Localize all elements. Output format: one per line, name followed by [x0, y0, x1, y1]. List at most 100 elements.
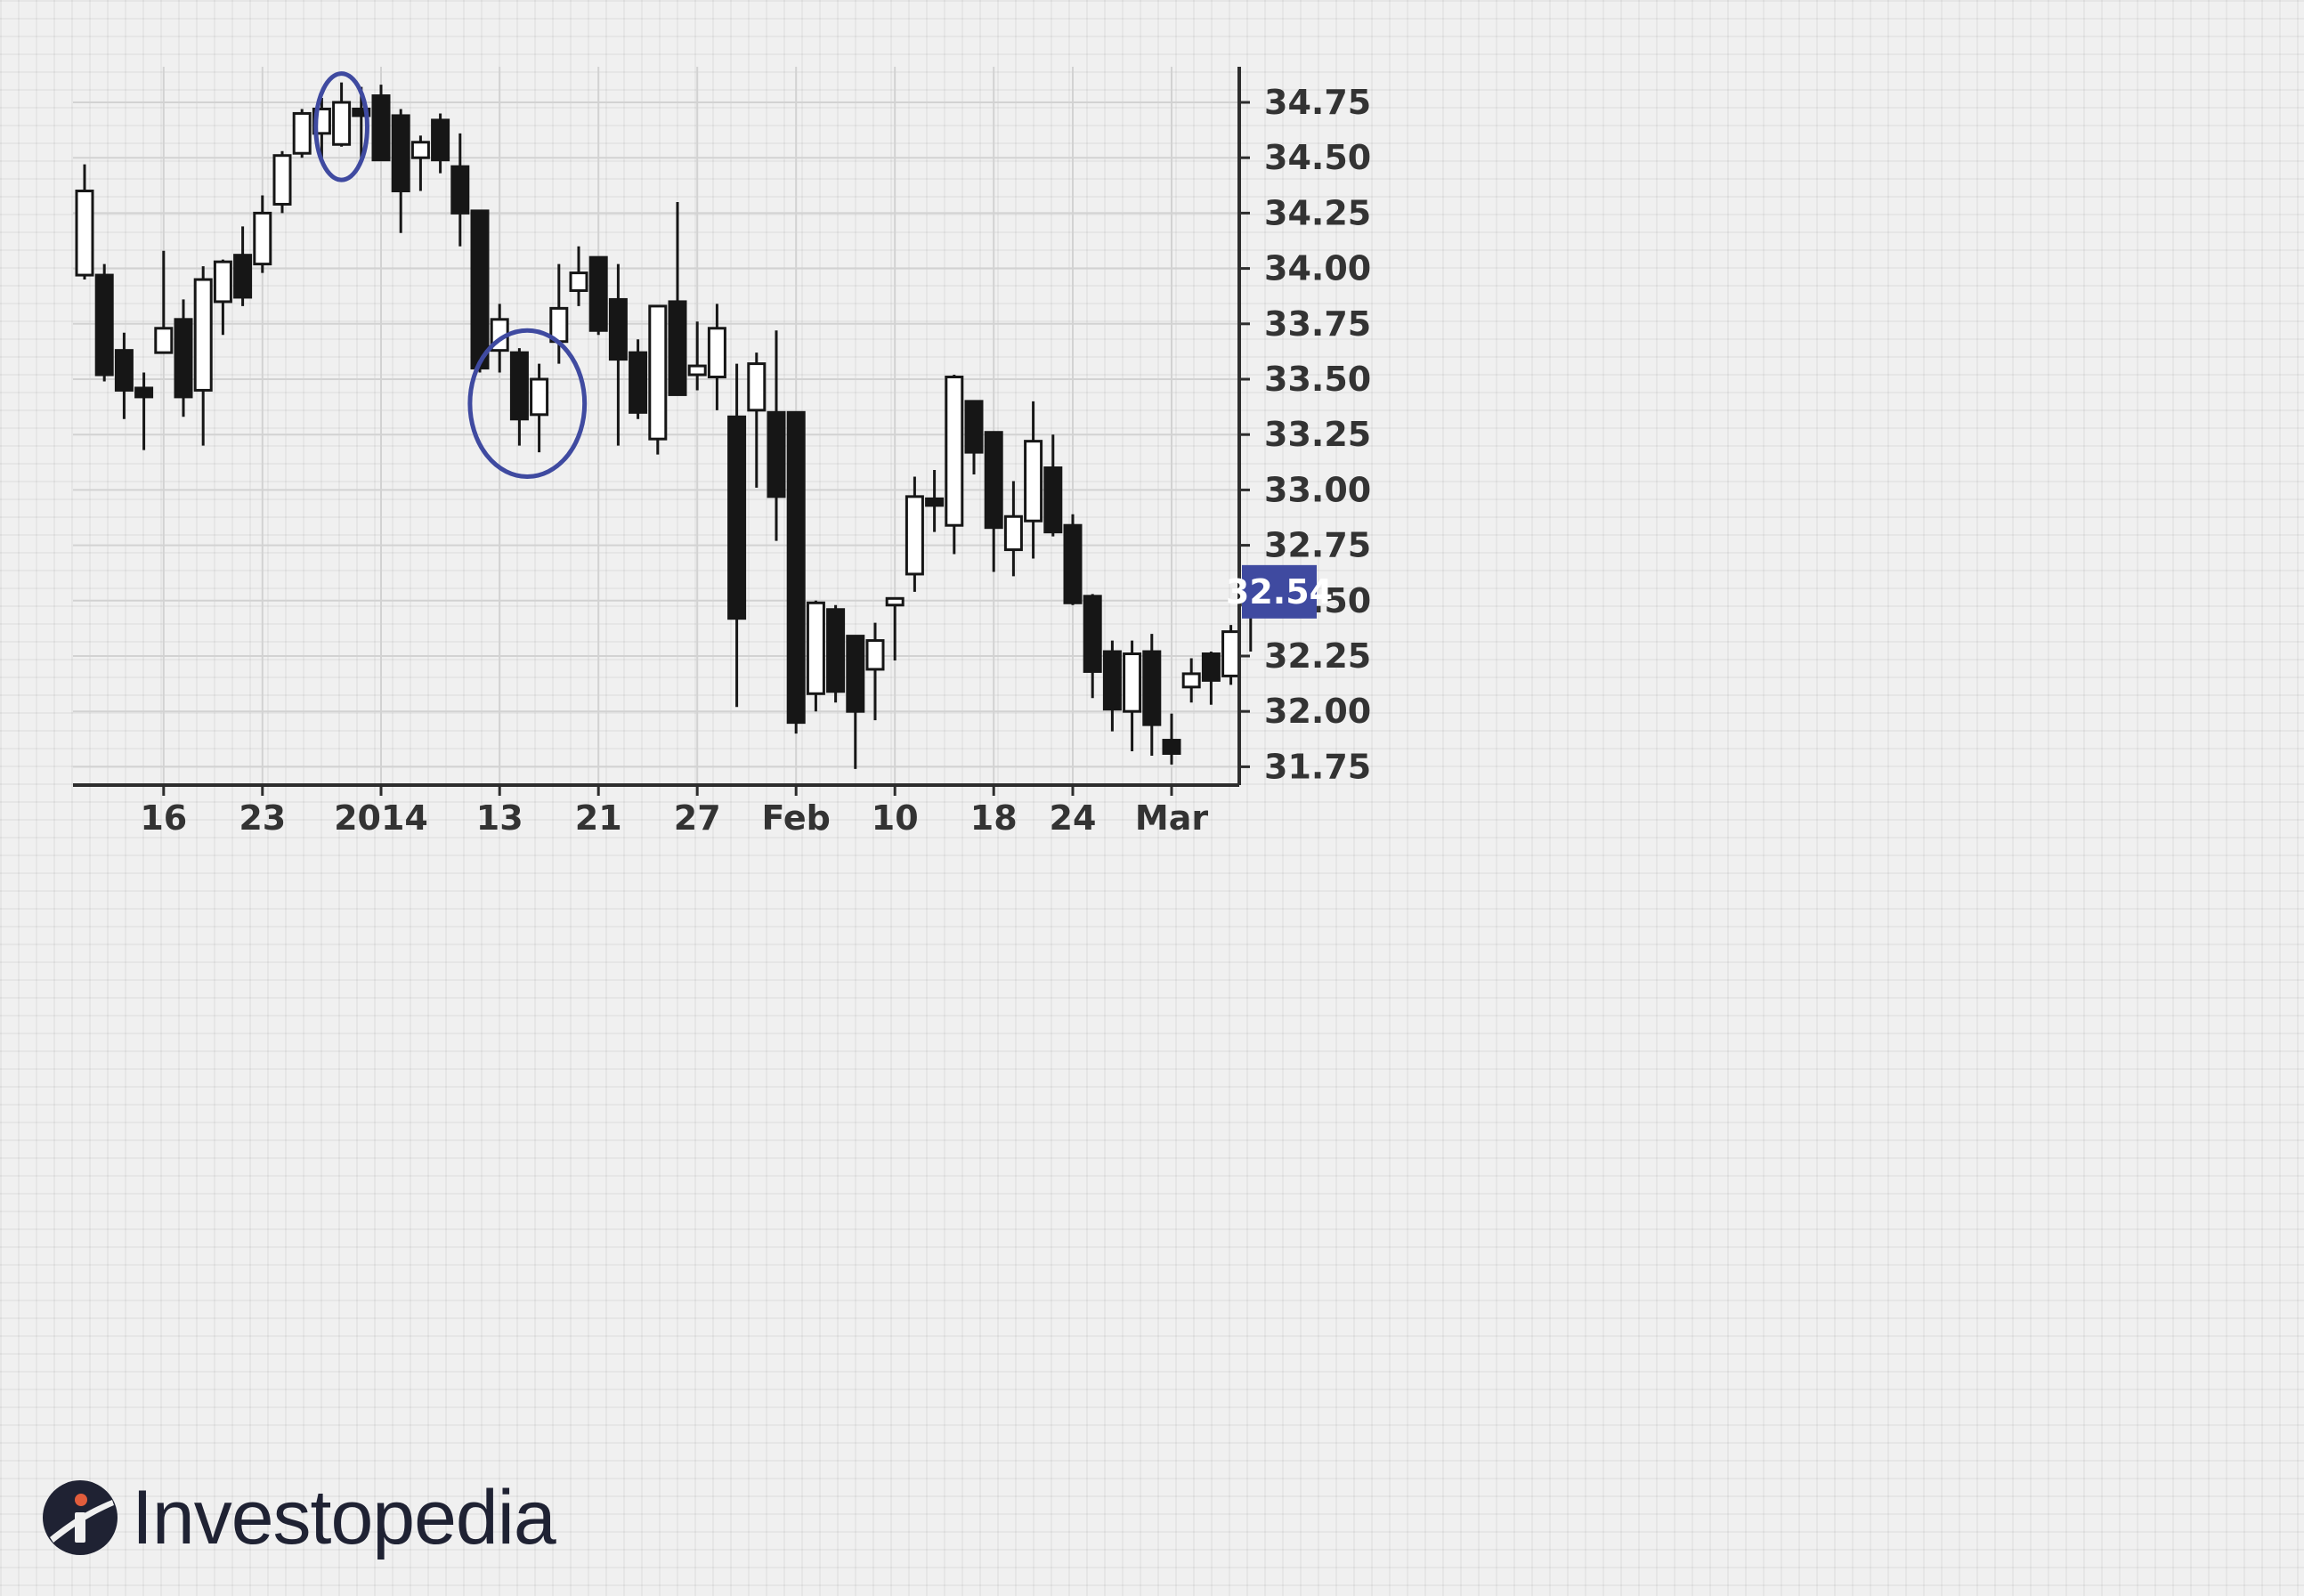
candle: [1024, 401, 1043, 559]
candle-body-bullish: [213, 260, 232, 304]
candle-body-bullish: [687, 364, 707, 377]
candle-body-bearish: [964, 400, 984, 454]
candle: [134, 372, 154, 450]
y-tick-label: 34.00: [1264, 249, 1371, 288]
candle: [1162, 713, 1181, 765]
candles: [75, 82, 1261, 769]
candle-body-bullish: [530, 377, 549, 417]
candle-body-bullish: [945, 376, 964, 527]
candle: [1003, 481, 1023, 577]
highlight-circle: [467, 328, 588, 479]
candle: [885, 596, 905, 660]
y-tick-label: 31.75: [1264, 747, 1371, 786]
candle: [806, 600, 825, 712]
x-tick-label: 23: [239, 798, 286, 838]
x-tick-label: 10: [872, 798, 919, 838]
candle: [530, 363, 549, 453]
candle: [332, 82, 352, 147]
candle-body-bullish: [253, 211, 272, 266]
candle: [608, 263, 628, 446]
candle-body-bearish: [1162, 739, 1181, 755]
candle: [94, 263, 114, 382]
candle-body-bearish: [786, 410, 806, 725]
candle-body-bullish: [292, 111, 312, 155]
highlight-circle: [313, 71, 369, 182]
candle-body-bullish: [885, 596, 905, 607]
candle-body-bullish: [648, 304, 668, 441]
candle-body-bearish: [826, 608, 846, 693]
y-tick-label: 33.00: [1264, 470, 1371, 509]
candle-body-bearish: [1142, 650, 1162, 726]
x-tick-label: 18: [970, 798, 1018, 838]
candle-body-bearish: [925, 497, 945, 507]
candle-body-bearish: [94, 273, 114, 377]
y-tick-label: 32.75: [1264, 526, 1371, 565]
x-tick-label: Mar: [1135, 798, 1208, 838]
candle: [1063, 514, 1083, 605]
candle-body-bearish: [174, 318, 193, 399]
candle-body-bearish: [1063, 523, 1083, 604]
candle-body-bullish: [1003, 514, 1023, 552]
candle: [272, 150, 292, 214]
candle-body-bullish: [1024, 440, 1043, 523]
candle: [687, 321, 707, 391]
candle: [747, 352, 767, 488]
candle-body-bearish: [767, 410, 786, 498]
candle-body-bearish: [1043, 466, 1063, 534]
candle: [945, 375, 964, 555]
candle: [292, 109, 312, 158]
brand-name: Investopedia: [132, 1474, 556, 1560]
candle: [193, 266, 213, 446]
y-tick-label: 34.50: [1264, 138, 1371, 177]
candle-body-bearish: [984, 431, 1003, 530]
candle: [1201, 652, 1221, 705]
y-tick-label: 34.25: [1264, 193, 1371, 232]
current-price-tag: [1242, 564, 1317, 619]
candle-body-bullish: [332, 101, 352, 146]
candle-body-bullish: [1221, 630, 1241, 677]
candle: [1102, 640, 1122, 732]
candle: [1123, 640, 1142, 751]
y-tick-label: 32.25: [1264, 636, 1371, 676]
investopedia-logo: Investopedia: [41, 1473, 556, 1562]
axes: [73, 67, 1250, 796]
candle-body-bullish: [75, 190, 94, 277]
candle-body-bullish: [806, 601, 825, 695]
price-tag: 32.54: [1226, 564, 1333, 619]
candle-body-bearish: [588, 255, 608, 332]
x-tick-label: 2014: [334, 798, 428, 838]
y-tick-label: 33.25: [1264, 415, 1371, 454]
current-price-label: 32.54: [1226, 572, 1333, 612]
candle: [1181, 658, 1201, 703]
candle-body-bullish: [865, 639, 885, 671]
x-tick-label: 21: [575, 798, 622, 838]
y-tick-label: 33.75: [1264, 304, 1371, 344]
candle-body-bearish: [233, 254, 253, 299]
candle-body-bullish: [154, 327, 174, 354]
x-tick-label: Feb: [761, 798, 830, 838]
candle: [1083, 594, 1102, 699]
candle: [114, 332, 134, 419]
candle: [727, 363, 747, 708]
investopedia-mark-icon: [43, 1480, 118, 1555]
candle: [410, 135, 430, 191]
candle: [569, 246, 588, 306]
candle-body-bearish: [608, 297, 628, 361]
logo-dot: [75, 1494, 87, 1506]
x-tick-label: 16: [140, 798, 187, 838]
candle: [509, 348, 529, 446]
candle-body-bearish: [114, 349, 134, 392]
candle: [253, 195, 272, 273]
annotations: [313, 71, 588, 479]
candle-body-bearish: [629, 351, 648, 414]
candle: [1221, 625, 1241, 685]
candle: [233, 226, 253, 306]
candle: [588, 255, 608, 336]
candle-body-bearish: [846, 635, 865, 713]
candle: [1142, 634, 1162, 756]
candle-body-bearish: [134, 386, 154, 399]
candle: [391, 109, 410, 233]
candle-body-bearish: [352, 107, 371, 117]
candle: [431, 113, 450, 174]
